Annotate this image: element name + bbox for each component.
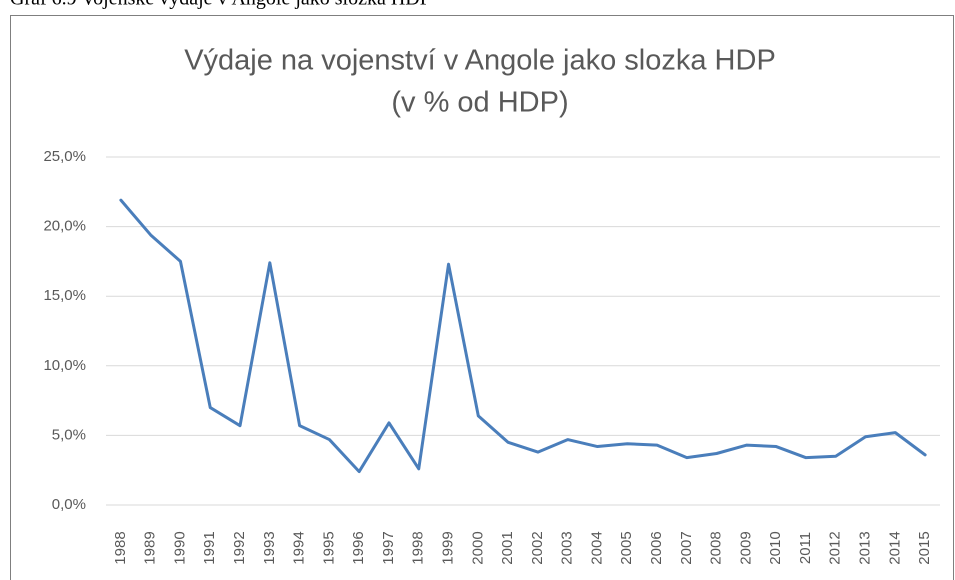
x-tick-label: 1991 (201, 531, 218, 564)
x-tick-label: 2007 (678, 531, 695, 564)
x-tick-label: 2014 (886, 531, 903, 564)
x-tick-label: 2002 (529, 531, 546, 564)
x-tick-label: 2013 (857, 531, 874, 564)
x-tick-label: 1995 (320, 531, 337, 564)
x-tick-label: 2010 (767, 531, 784, 564)
y-tick-label: 15,0% (43, 287, 86, 304)
x-tick-label: 2011 (797, 532, 814, 564)
x-tick-label: 1993 (261, 531, 278, 564)
x-tick-label: 1998 (410, 531, 427, 564)
y-tick-label: 5,0% (52, 426, 86, 443)
x-tick-label: 1999 (440, 531, 457, 564)
caption: Graf 6.9 Vojenské výdaje v Angole jako s… (10, 0, 431, 10)
x-tick-label: 1997 (380, 531, 397, 564)
chart-frame (10, 15, 954, 580)
x-tick-label: 1988 (112, 531, 129, 564)
x-tick-label: 1996 (350, 531, 367, 564)
x-tick-label: 2004 (588, 531, 605, 564)
x-tick-label: 1992 (231, 531, 248, 564)
chart-subtitle: (v % od HDP) (391, 87, 568, 119)
x-tick-label: 2009 (737, 531, 754, 564)
x-tick-label: 1989 (142, 531, 159, 564)
x-tick-label: 2000 (469, 531, 486, 564)
x-tick-label: 2006 (648, 531, 665, 564)
x-tick-label: 1994 (291, 531, 308, 564)
x-tick-label: 1990 (171, 531, 188, 564)
x-tick-label: 2003 (559, 531, 576, 564)
y-tick-label: 0,0% (52, 496, 86, 513)
x-tick-label: 2012 (827, 531, 844, 564)
x-tick-label: 2001 (499, 531, 516, 564)
x-tick-label: 2005 (618, 531, 635, 564)
chart-title: Výdaje na vojenství v Angole jako slozka… (184, 45, 776, 77)
x-tick-label: 2008 (708, 531, 725, 564)
y-tick-label: 10,0% (43, 357, 86, 374)
x-tick-label: 2015 (916, 531, 933, 564)
y-tick-label: 20,0% (43, 218, 86, 235)
y-tick-label: 25,0% (43, 148, 86, 165)
line-series (119, 198, 927, 474)
